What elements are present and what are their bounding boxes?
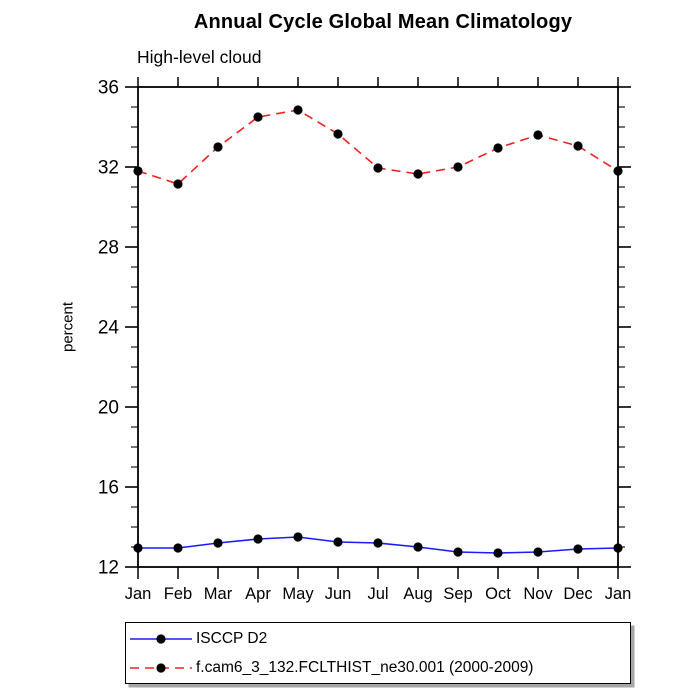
data-point-marker	[493, 548, 503, 558]
y-tick-label: 20	[98, 398, 119, 419]
data-point-marker	[453, 547, 463, 557]
legend-item-1: ISCCP D2	[126, 624, 630, 653]
data-point-marker	[333, 537, 343, 547]
chart-subtitle: High-level cloud	[137, 47, 262, 67]
y-tick-label: 32	[98, 158, 119, 179]
x-tick-label: Jun	[325, 585, 352, 603]
y-tick-label: 16	[98, 478, 119, 499]
data-point-marker	[253, 534, 263, 544]
data-point-marker	[333, 129, 343, 139]
data-point-marker	[533, 547, 543, 557]
x-tick-label: Jan	[125, 585, 152, 603]
data-point-marker	[533, 130, 543, 140]
y-tick-label: 28	[98, 238, 119, 259]
y-tick-label: 24	[98, 318, 120, 339]
x-tick-label: Oct	[485, 585, 511, 603]
x-tick-label: Jan	[605, 585, 632, 603]
legend-sample-dashed-line	[130, 662, 192, 673]
data-point-marker	[373, 163, 383, 173]
data-point-marker	[413, 542, 423, 552]
legend-marker-icon	[156, 662, 166, 673]
data-point-marker	[613, 166, 623, 176]
data-point-marker	[253, 112, 263, 122]
data-point-marker	[493, 143, 503, 153]
chart-title: Annual Cycle Global Mean Climatology	[193, 11, 573, 33]
x-tick-label: Jul	[367, 585, 388, 603]
data-point-marker	[213, 538, 223, 548]
x-tick-label: May	[282, 585, 314, 603]
y-tick-label: 36	[98, 78, 119, 99]
legend-sample-solid-line	[130, 633, 192, 644]
data-point-marker	[293, 105, 303, 115]
series-line-2	[137, 109, 619, 185]
legend-item-2: f.cam6_3_132.FCLTHIST_ne30.001 (2000-200…	[126, 653, 630, 682]
x-tick-label: Dec	[563, 585, 592, 603]
data-point-marker	[213, 142, 223, 152]
data-point-marker	[293, 532, 303, 542]
x-tick-label: Mar	[204, 585, 233, 603]
legend-marker-icon	[156, 633, 166, 644]
data-point-marker	[373, 538, 383, 548]
plot-svg: Jan Feb Mar Apr May Jun Jul Aug Sep Oct Nov Dec Jan 1…	[98, 77, 632, 603]
data-point-marker	[453, 162, 463, 172]
data-point-marker	[613, 543, 623, 553]
legend-box: ISCCP D2 f.cam6_3_132.FCLTHIST_ne30.001 (…	[125, 622, 631, 684]
y-tick-label: 12	[98, 558, 119, 579]
data-point-marker	[133, 543, 143, 553]
legend-label: f.cam6_3_132.FCLTHIST_ne30.001 (2000-200…	[196, 658, 534, 676]
plot-frame	[137, 86, 619, 568]
data-point-marker	[173, 543, 183, 553]
x-tick-label: Nov	[523, 585, 553, 603]
x-tick-label: Feb	[164, 585, 192, 603]
data-point-marker	[413, 169, 423, 179]
data-point-marker	[173, 179, 183, 189]
data-point-marker	[573, 544, 583, 554]
legend-label: ISCCP D2	[196, 629, 268, 647]
data-point-marker	[133, 166, 143, 176]
data-point-marker	[573, 141, 583, 151]
x-tick-label: Sep	[443, 585, 472, 603]
x-tick-label: Apr	[245, 585, 271, 603]
x-tick-label: Aug	[403, 585, 432, 603]
